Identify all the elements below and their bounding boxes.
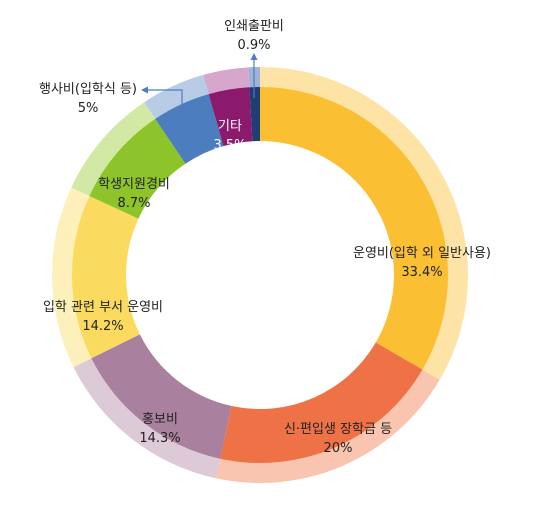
slice-name-event: 행사비(입학식 등) xyxy=(39,81,137,97)
callout-arrow-printing xyxy=(250,53,258,60)
slice-halo-0 xyxy=(260,67,468,380)
slice-name-scholarship: 신·편입생 장학금 등 xyxy=(284,422,392,437)
slice-name-operating: 운영비(입학 외 일반사용) xyxy=(353,246,491,261)
slice-value-printing: 0.9% xyxy=(237,38,270,53)
slice-7 xyxy=(249,87,260,142)
slice-0 xyxy=(260,87,448,370)
slice-3 xyxy=(71,196,140,359)
slice-name-student-support: 학생지원경비 xyxy=(98,177,170,192)
slice-name-admission-dept: 입학 관련 부서 운영비 xyxy=(43,300,163,315)
slice-value-student-support: 8.7% xyxy=(117,196,150,211)
slice-4 xyxy=(89,118,186,219)
slice-value-admission-dept: 14.2% xyxy=(82,319,123,334)
slice-2 xyxy=(91,334,232,459)
callout-line-event xyxy=(147,89,183,112)
slice-value-event: 5% xyxy=(78,101,99,116)
slice-value-promotion: 14.3% xyxy=(139,431,180,446)
slice-value-other: 3.5% xyxy=(213,138,246,153)
slice-6 xyxy=(208,87,253,147)
slice-1 xyxy=(220,342,423,463)
slice-name-other: 기타 xyxy=(218,119,242,134)
slice-value-scholarship: 20% xyxy=(324,441,353,456)
slice-name-promotion: 홍보비 xyxy=(142,412,178,427)
slice-value-operating: 33.4% xyxy=(401,265,442,280)
slice-name-printing: 인쇄출판비 xyxy=(224,19,284,34)
slice-5 xyxy=(155,94,224,164)
callout-lines xyxy=(141,53,258,112)
callout-arrow-event xyxy=(141,86,148,94)
slice-labels: 운영비(입학 외 일반사용) 33.4% 신·편입생 장학금 등 20% 홍보비… xyxy=(39,19,491,456)
